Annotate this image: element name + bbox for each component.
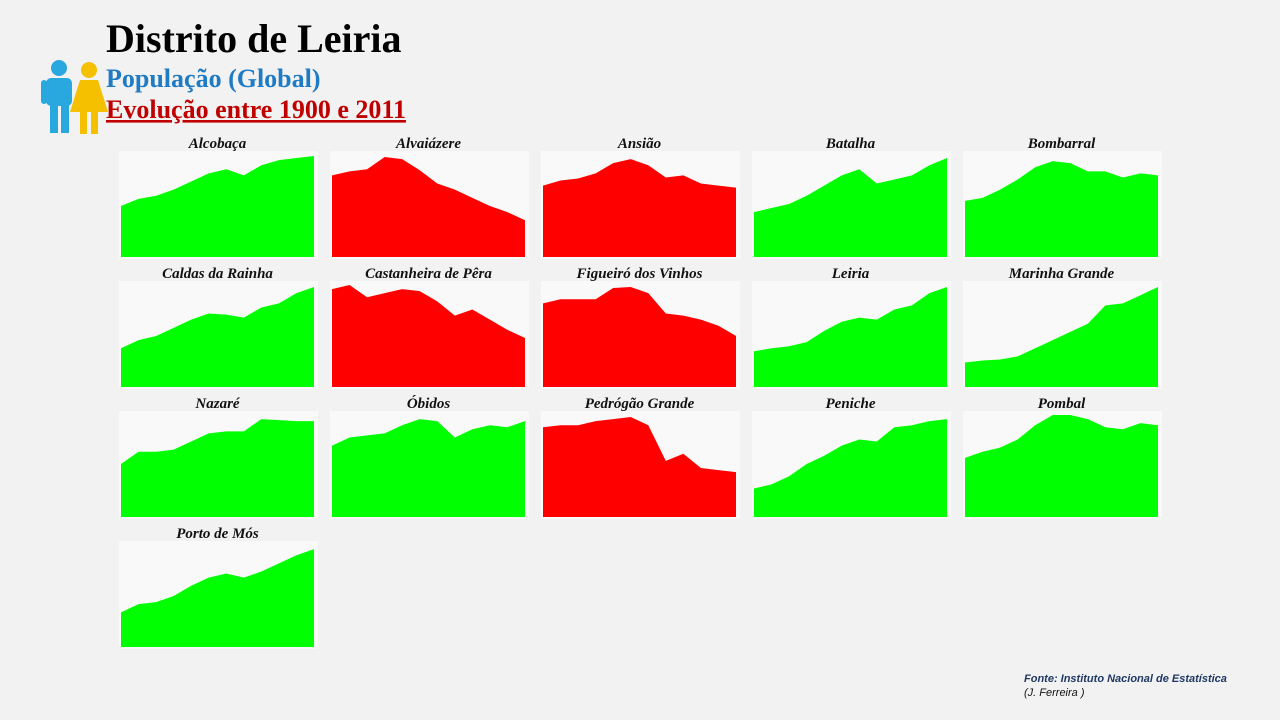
chart-title: Alcobaça: [188, 136, 247, 152]
area: [543, 287, 736, 387]
chart-title: Porto de Mós: [176, 526, 259, 542]
chart-title: Alvaiázere: [395, 136, 461, 152]
area: [121, 287, 314, 387]
area: [965, 415, 1158, 517]
chart-title: Pedrógão Grande: [585, 396, 695, 412]
area: [121, 549, 314, 647]
area: [754, 419, 947, 517]
chart-title: Peniche: [826, 396, 876, 412]
period: Evolução entre 1900 e 2011: [106, 95, 406, 124]
subtitle: População (Global): [106, 64, 321, 93]
chart-title: Marinha Grande: [1008, 266, 1115, 282]
chart-title: Leiria: [831, 266, 870, 282]
chart-title: Nazaré: [194, 396, 241, 412]
chart-title: Batalha: [825, 136, 876, 152]
area: [965, 287, 1158, 387]
area: [754, 158, 947, 257]
area: [332, 285, 525, 387]
area: [543, 417, 736, 517]
area: [121, 419, 314, 517]
chart-title: Pombal: [1038, 396, 1086, 412]
author: (J. Ferreira ): [1024, 687, 1085, 699]
area: [543, 159, 736, 257]
chart-title: Figueiró dos Vinhos: [576, 266, 703, 282]
area: [332, 419, 525, 517]
area: [965, 161, 1158, 257]
chart-title: Ansião: [617, 136, 661, 152]
people-icon: [41, 60, 108, 134]
chart-title: Bombarral: [1027, 136, 1096, 152]
area: [754, 287, 947, 387]
source: Fonte: Instituto Nacional de Estatística: [1024, 673, 1227, 685]
chart-title: Caldas da Rainha: [162, 266, 273, 282]
area: [121, 156, 314, 257]
chart-title: Óbidos: [407, 395, 451, 412]
area: [332, 157, 525, 257]
chart-title: Castanheira de Pêra: [365, 266, 492, 282]
title: Distrito de Leiria: [106, 16, 402, 61]
